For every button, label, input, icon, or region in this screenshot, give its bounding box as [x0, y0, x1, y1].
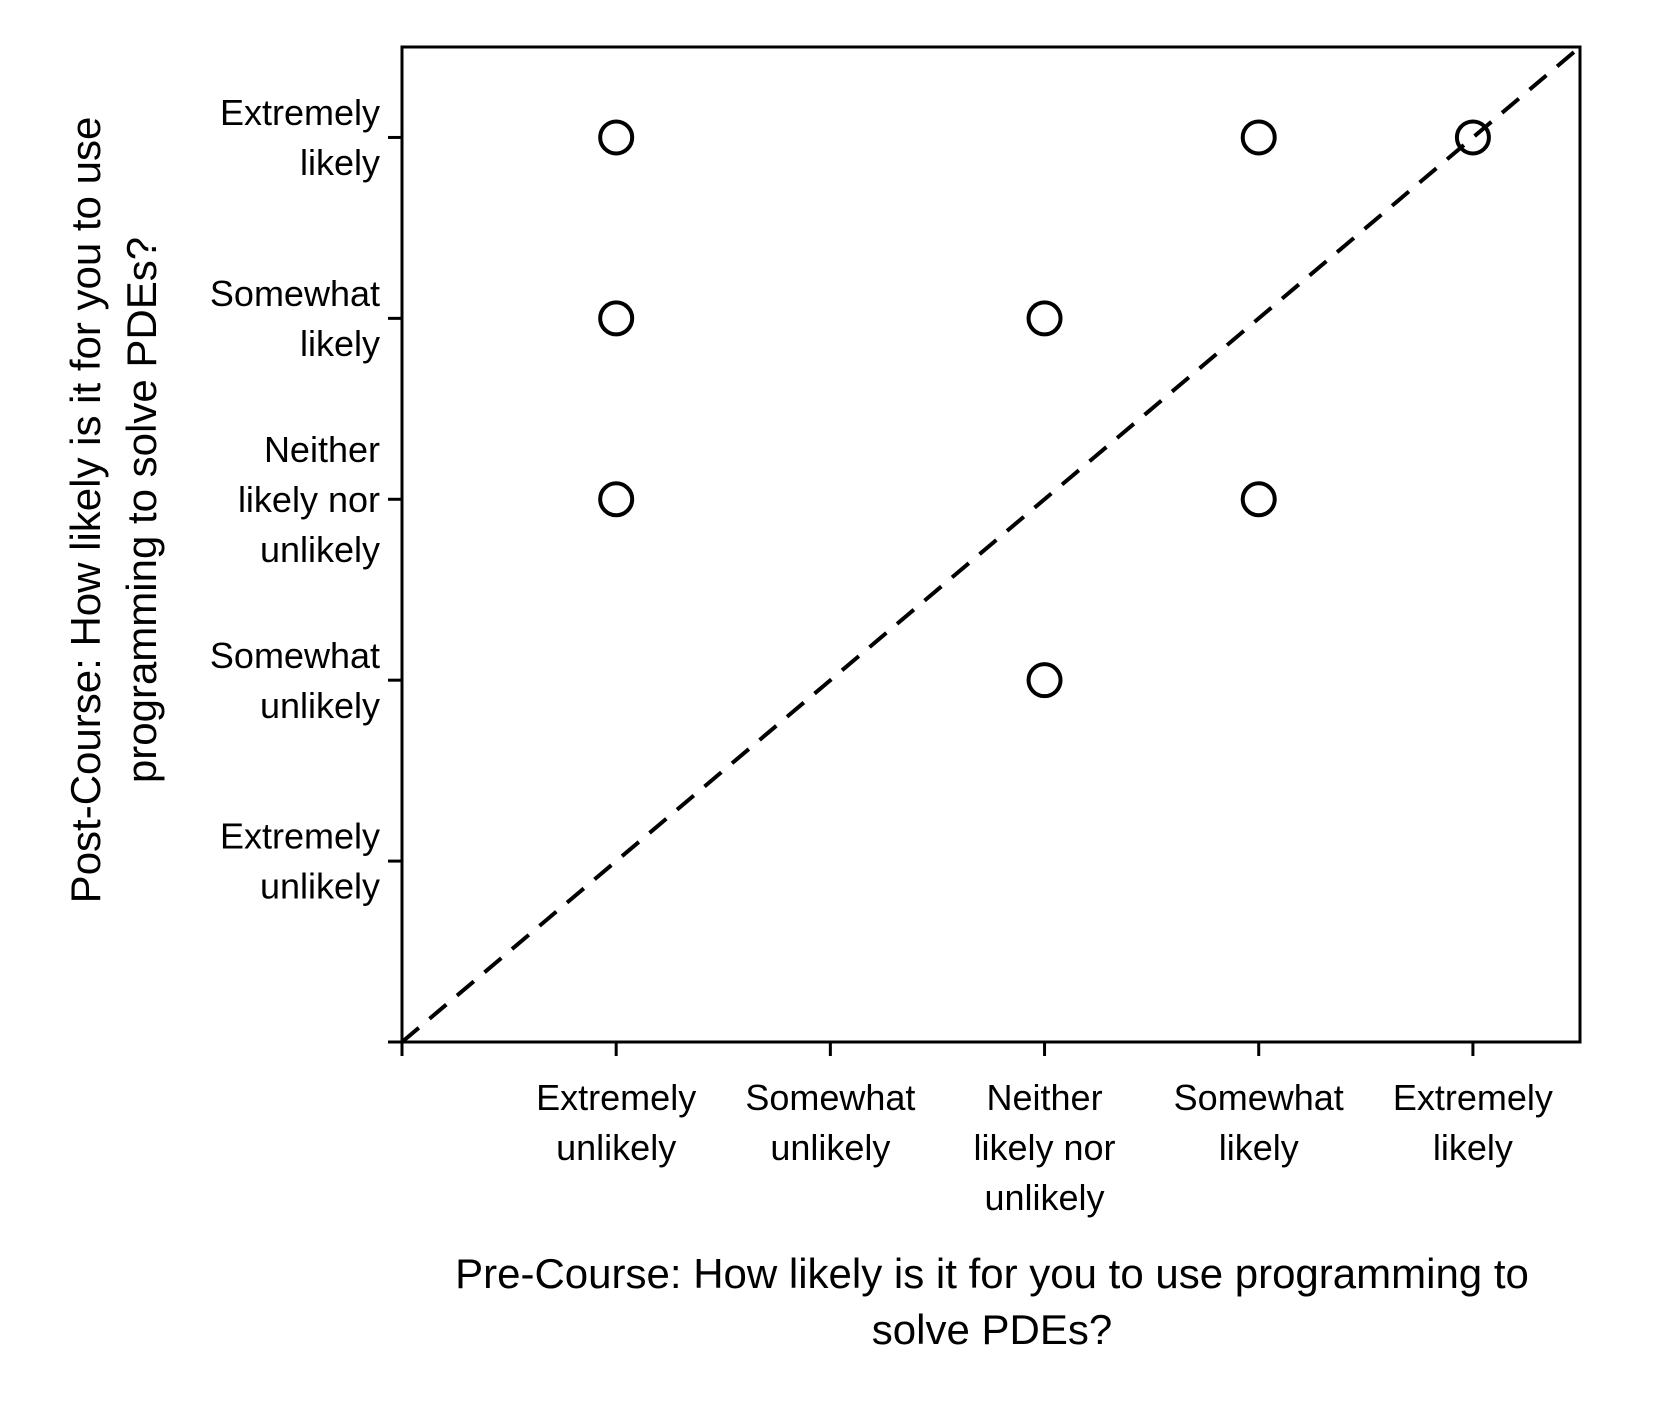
data-point — [1026, 300, 1063, 337]
x-tick-label: Extremely unlikely — [536, 1077, 696, 1168]
y-tick-label: Neither likely nor unlikely — [238, 429, 380, 570]
y-axis-label: Post-Course: How likely is it for you to… — [62, 117, 165, 904]
y-tick-label: Somewhat likely — [210, 273, 380, 364]
data-point — [598, 481, 635, 518]
y-tick-label: Extremely likely — [220, 92, 380, 183]
x-tick-label: Neither likely nor unlikely — [974, 1077, 1116, 1218]
data-point — [1240, 119, 1277, 156]
y-tick-label: Extremely unlikely — [220, 816, 380, 907]
label-layer: Extremely unlikely Somewhat unlikely Neither… — [62, 92, 1553, 1353]
data-point — [1454, 119, 1491, 156]
reference-line-layer — [400, 45, 1582, 1044]
x-tick-label: Extremely likely — [1393, 1077, 1553, 1168]
data-point — [1240, 481, 1277, 518]
x-tick-label: Somewhat likely — [1174, 1077, 1344, 1168]
x-axis-label: Pre-Course: How likely is it for you to … — [455, 1250, 1529, 1353]
data-point — [598, 300, 635, 337]
plot-frame — [400, 45, 1582, 1044]
y-tick-label: Somewhat unlikely — [210, 635, 380, 726]
axes-layer — [400, 45, 1582, 1044]
x-tick-label: Somewhat unlikely — [745, 1077, 915, 1168]
data-point — [1026, 662, 1063, 699]
data-point — [598, 119, 635, 156]
tick-layer — [388, 135, 1475, 1056]
points-layer — [598, 119, 1491, 699]
reference-line — [400, 45, 1582, 1044]
